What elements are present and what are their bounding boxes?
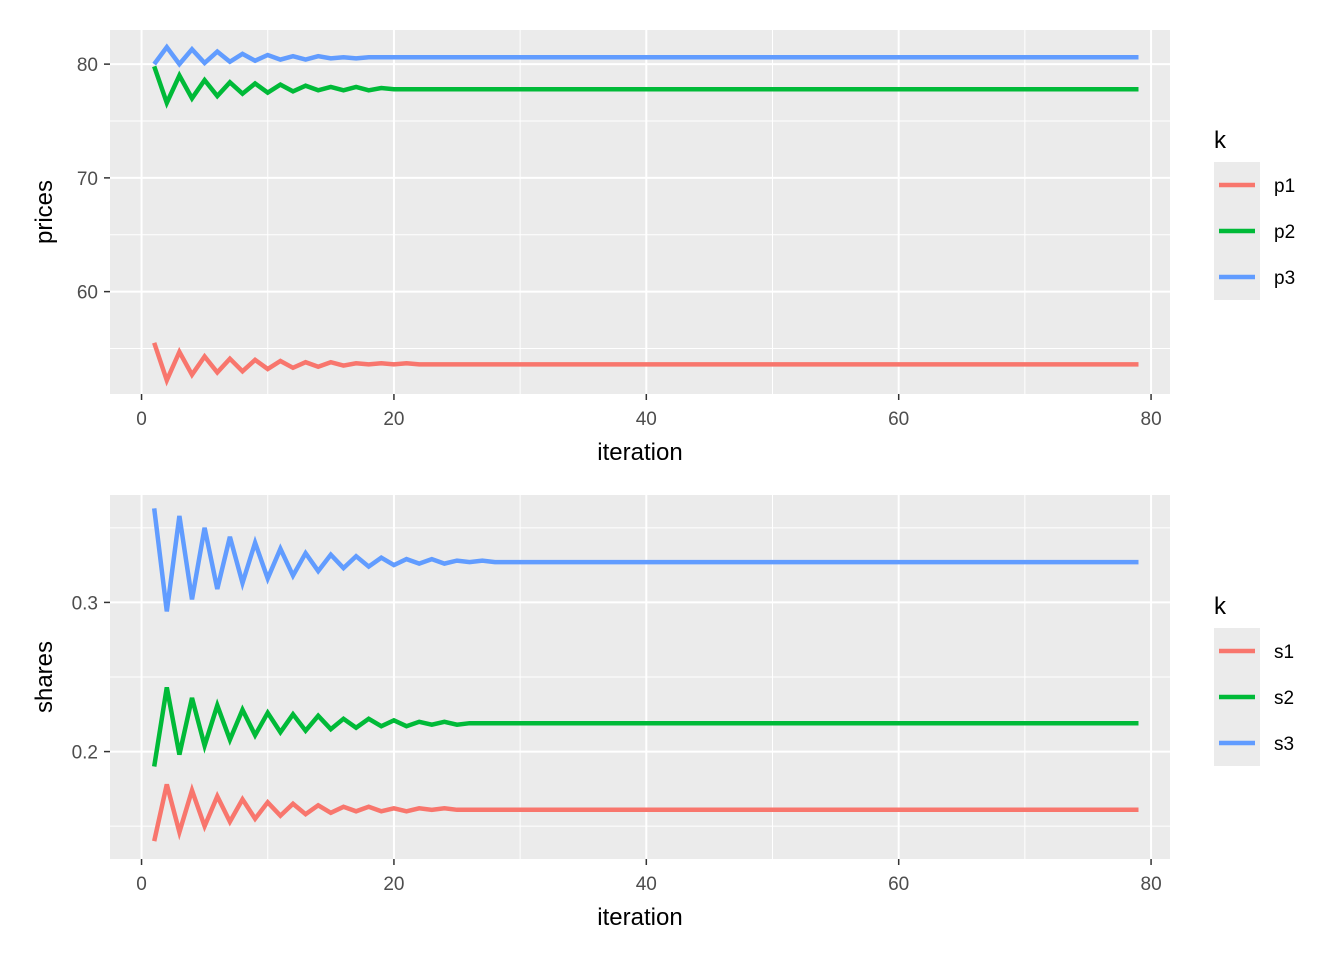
x-tick-label: 60 bbox=[888, 874, 909, 895]
series-line-p1 bbox=[152, 342, 1139, 387]
y-tick-label: 60 bbox=[77, 283, 98, 304]
x-tick-label: 0 bbox=[136, 409, 147, 430]
series-line-p3 bbox=[152, 43, 1139, 68]
legend: k s1 s2 s3 bbox=[1214, 593, 1294, 766]
chart-panel-2: 0 20 40 60 80 0.2 0.3 iteration shares k s1 s2 s3 bbox=[31, 495, 1294, 931]
y-tick-label: 0.3 bbox=[72, 593, 98, 614]
series-line-s2 bbox=[151, 686, 1139, 767]
x-tick-label: 60 bbox=[888, 409, 909, 430]
y-tick-label: 80 bbox=[77, 55, 98, 76]
x-axis-title: iteration bbox=[597, 439, 682, 466]
legend-label-s2: s2 bbox=[1274, 688, 1294, 709]
y-axis-title: prices bbox=[31, 180, 58, 244]
legend: k p1 p2 p3 bbox=[1214, 127, 1295, 300]
plot-background bbox=[110, 30, 1170, 394]
y-tick-label: 70 bbox=[77, 169, 98, 190]
series-line-p2 bbox=[152, 65, 1139, 109]
y-axis-title: shares bbox=[31, 641, 58, 713]
x-tick-label: 20 bbox=[383, 409, 404, 430]
legend-title: k bbox=[1214, 593, 1227, 620]
series-line-s3 bbox=[151, 508, 1139, 612]
x-tick-label: 40 bbox=[636, 409, 657, 430]
legend-label-s3: s3 bbox=[1274, 734, 1294, 755]
y-tick-label: 0.2 bbox=[72, 743, 98, 764]
legend-label-p2: p2 bbox=[1274, 222, 1295, 243]
x-tick-label: 80 bbox=[1141, 409, 1162, 430]
x-tick-label: 0 bbox=[136, 874, 147, 895]
legend-label-s1: s1 bbox=[1274, 642, 1294, 663]
x-tick-label: 80 bbox=[1141, 874, 1162, 895]
series-line-s1 bbox=[152, 783, 1139, 842]
x-tick-label: 40 bbox=[636, 874, 657, 895]
legend-label-p1: p1 bbox=[1274, 176, 1295, 197]
legend-title: k bbox=[1214, 127, 1227, 154]
legend-label-p3: p3 bbox=[1274, 268, 1295, 289]
chart-panel-1: 0 20 40 60 80 60 70 80 iteration prices k p1 p2 p3 bbox=[31, 30, 1295, 466]
x-axis-title: iteration bbox=[597, 904, 682, 931]
x-tick-label: 20 bbox=[383, 874, 404, 895]
